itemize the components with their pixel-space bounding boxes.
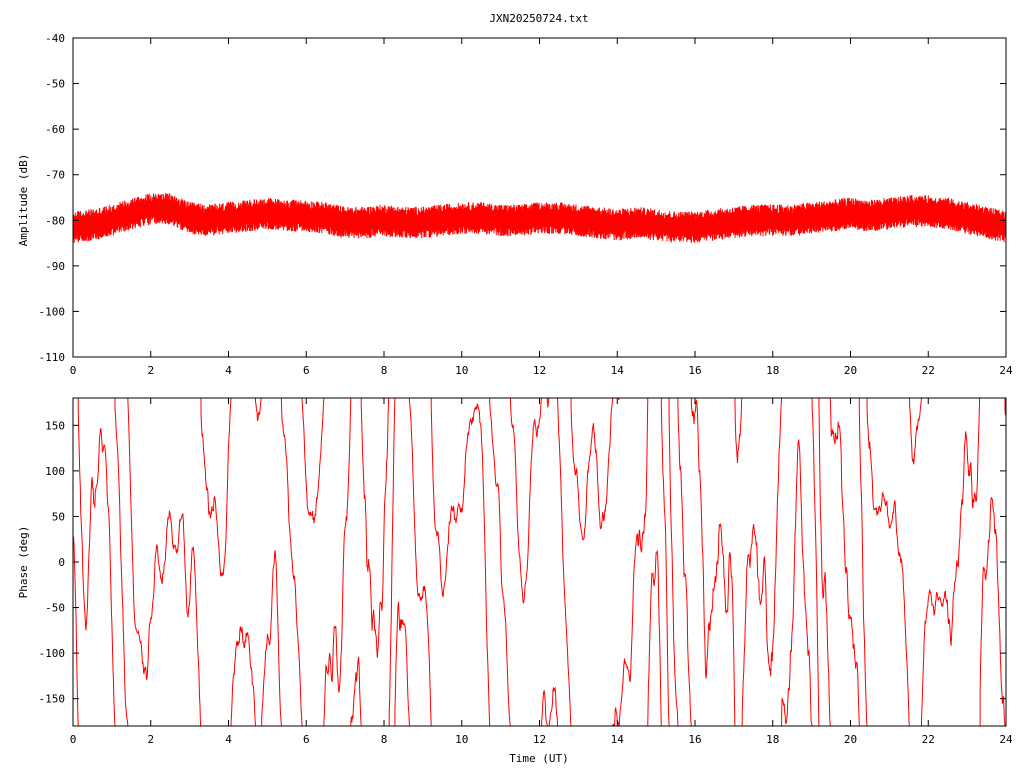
amplitude-y-tick-label: -90 xyxy=(45,260,65,273)
amplitude-y-tick-label: -80 xyxy=(45,214,65,227)
amplitude-x-tick-label: 10 xyxy=(455,364,468,377)
phase-x-tick-label: 22 xyxy=(922,733,935,746)
phase-x-tick-label: 6 xyxy=(303,733,310,746)
amplitude-x-tick-label: 12 xyxy=(533,364,546,377)
amplitude-x-tick-label: 20 xyxy=(844,364,857,377)
phase-x-tick-label: 10 xyxy=(455,733,468,746)
phase-x-tick-label: 8 xyxy=(381,733,388,746)
amplitude-x-tick-label: 4 xyxy=(225,364,232,377)
amplitude-x-tick-label: 14 xyxy=(611,364,625,377)
phase-x-tick-label: 14 xyxy=(611,733,625,746)
phase-x-tick-label: 18 xyxy=(766,733,779,746)
amplitude-panel: Amplitude (dB) 0 2 4 6 8 10 12 14 16 18 20 22 24-40-… xyxy=(17,32,1013,377)
phase-y-tick-label: 0 xyxy=(58,556,65,569)
amplitude-y-tick-label: -60 xyxy=(45,123,65,136)
phase-x-tick-label: 16 xyxy=(688,733,701,746)
phase-y-tick-label: -50 xyxy=(45,602,65,615)
amplitude-y-tick-label: -110 xyxy=(39,351,66,364)
phase-series xyxy=(72,397,1007,727)
phase-y-tick-label: 150 xyxy=(45,419,65,432)
phase-y-tick-label: -100 xyxy=(39,647,66,660)
amplitude-x-tick-label: 22 xyxy=(922,364,935,377)
amplitude-y-tick-label: -40 xyxy=(45,32,65,45)
amplitude-x-tick-label: 24 xyxy=(999,364,1013,377)
phase-y-tick-label: -150 xyxy=(39,693,66,706)
phase-series-line xyxy=(72,397,1007,727)
amplitude-y-tick-label: -70 xyxy=(45,169,65,182)
phase-x-tick-label: 12 xyxy=(533,733,546,746)
amplitude-x-tick-label: 0 xyxy=(70,364,77,377)
amplitude-x-tick-label: 8 xyxy=(381,364,388,377)
amplitude-x-tick-label: 6 xyxy=(303,364,310,377)
amplitude-series xyxy=(72,192,1007,243)
phase-y-tick-label: 50 xyxy=(52,510,65,523)
amplitude-ticks: 0 2 4 6 8 10 12 14 16 18 20 22 24-40-50-60-70-80-90-… xyxy=(39,32,1013,377)
amplitude-y-tick-label: -50 xyxy=(45,78,65,91)
amplitude-series-line xyxy=(72,192,1007,243)
phase-x-tick-label: 20 xyxy=(844,733,857,746)
phase-x-tick-label: 24 xyxy=(999,733,1013,746)
phase-x-axis-label: Time (UT) xyxy=(509,752,569,765)
amplitude-x-tick-label: 18 xyxy=(766,364,779,377)
chart-title: JXN20250724.txt xyxy=(489,12,588,25)
amplitude-y-tick-label: -100 xyxy=(39,305,66,318)
phase-x-tick-label: 4 xyxy=(225,733,232,746)
amplitude-plot-frame xyxy=(72,37,1007,358)
amplitude-y-axis-label: Amplitude (dB) xyxy=(17,154,30,247)
phase-ticks: 0 2 4 6 8 10 12 14 16 18 20 22 24-150-100-5005010015… xyxy=(39,398,1013,746)
amplitude-x-tick-label: 2 xyxy=(147,364,154,377)
phase-panel: Phase (deg) 0 2 4 6 8 10 12 14 16 18 20 22 24-150-10… xyxy=(17,397,1013,765)
phase-x-tick-label: 0 xyxy=(70,733,77,746)
phase-plot-frame xyxy=(72,397,1007,727)
phase-x-tick-label: 2 xyxy=(147,733,154,746)
amplitude-x-tick-label: 16 xyxy=(688,364,701,377)
phase-y-axis-label: Phase (deg) xyxy=(17,526,30,599)
phase-y-tick-label: 100 xyxy=(45,465,65,478)
